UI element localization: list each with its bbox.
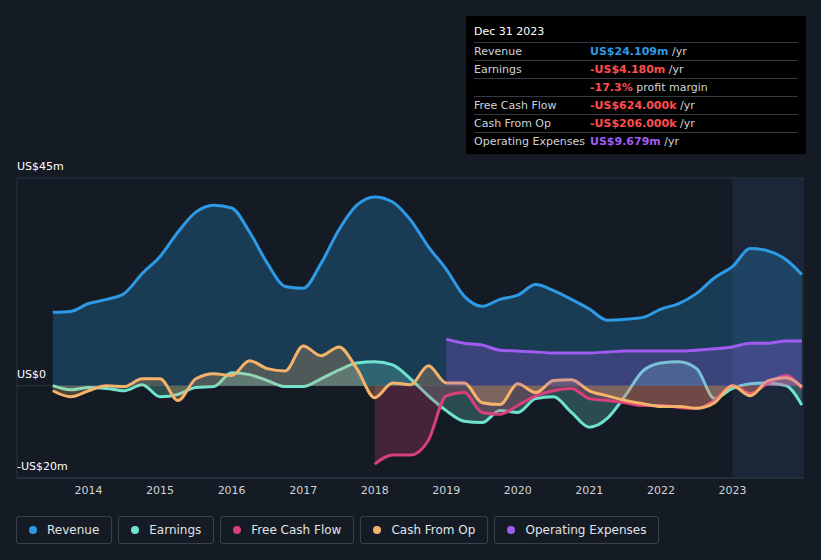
html-text:Operating Expenses: Operating Expenses — [525, 523, 647, 537]
html-text:Free Cash Flow: Free Cash Flow — [474, 99, 557, 112]
html-text:-US$624.000k /yr: -US$624.000k /yr — [590, 99, 695, 112]
svg-text:US$45m: US$45m — [17, 160, 64, 173]
html-text:Free Cash Flow: Free Cash Flow — [251, 523, 342, 537]
svg-text:2015: 2015 — [146, 484, 174, 497]
svg-text:2019: 2019 — [432, 484, 460, 497]
svg-text:2018: 2018 — [361, 484, 389, 497]
html-text:-US$4.180m /yr: -US$4.180m /yr — [590, 63, 684, 76]
html-text:-17.3% profit margin: -17.3% profit margin — [590, 81, 708, 94]
svg-text:2017: 2017 — [289, 484, 317, 497]
html-text:-US$206.000k /yr: -US$206.000k /yr — [590, 117, 695, 130]
svg-text:2022: 2022 — [647, 484, 675, 497]
svg-text:2016: 2016 — [218, 484, 246, 497]
html-text:US$24.109m /yr: US$24.109m /yr — [590, 45, 687, 58]
svg-text:US$0: US$0 — [17, 368, 46, 381]
svg-text:-US$20m: -US$20m — [17, 460, 68, 473]
html-text:Earnings: Earnings — [474, 63, 522, 76]
svg-text:2021: 2021 — [575, 484, 603, 497]
html-text:Cash From Op: Cash From Op — [474, 117, 551, 130]
html-text:Revenue: Revenue — [474, 45, 522, 58]
svg-text:2014: 2014 — [75, 484, 103, 497]
html-text:Dec 31 2023: Dec 31 2023 — [474, 25, 545, 38]
html-text:Operating Expenses: Operating Expenses — [474, 135, 585, 148]
html-text:Earnings: Earnings — [149, 523, 202, 537]
html-text:US$9.679m /yr: US$9.679m /yr — [590, 135, 679, 148]
html-text:Cash From Op: Cash From Op — [391, 523, 476, 537]
html-text:Revenue: Revenue — [47, 523, 100, 537]
svg-text:2023: 2023 — [718, 484, 746, 497]
svg-text:2020: 2020 — [504, 484, 532, 497]
